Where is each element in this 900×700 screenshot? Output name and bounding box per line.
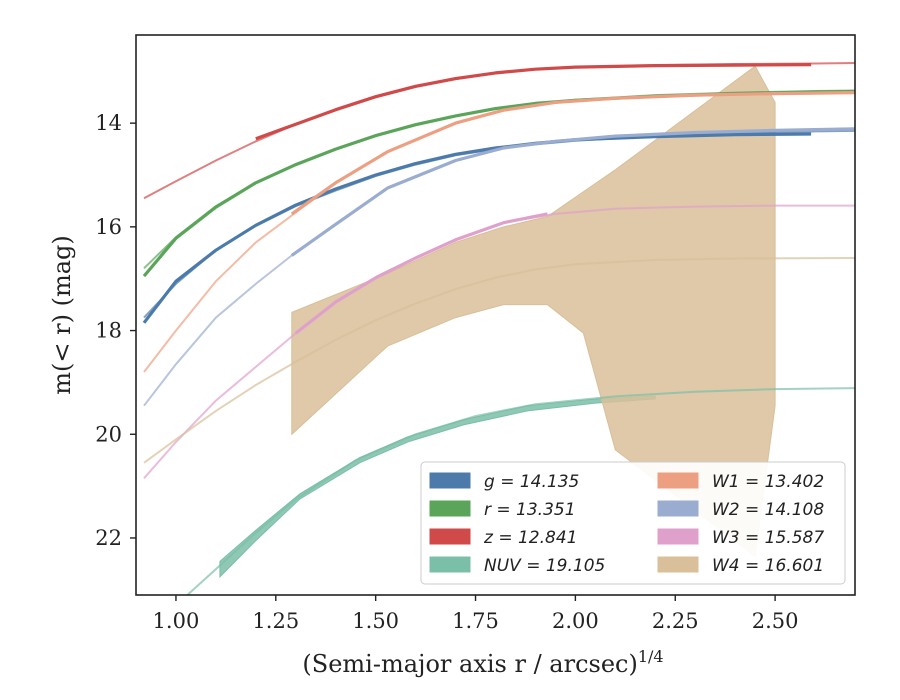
x-tick-label: 1.75 <box>452 609 499 633</box>
legend-box <box>420 461 846 585</box>
plot-area <box>142 62 855 595</box>
legend-swatch-w4 <box>657 556 699 573</box>
series-z-data-line <box>255 63 812 141</box>
legend-label-w2: W2 = 14.108 <box>712 500 824 520</box>
y-tick-label: 20 <box>95 422 122 446</box>
x-tick-label: 1.25 <box>252 609 299 633</box>
legend: g = 14.135 r = 13.351 z = 12.841 NUV = 19.1… <box>420 461 846 585</box>
legend-swatch-w3 <box>657 528 699 545</box>
legend-label-r: r = 13.351 <box>484 500 576 520</box>
series-w1-data-line <box>290 91 855 216</box>
x-axis-label: (Semi-major axis r / arcsec)1/4 <box>302 647 663 678</box>
legend-label-g: g = 14.135 <box>484 472 579 492</box>
legend-swatch-w2 <box>657 500 699 517</box>
y-axis-label: m(< r) (mag) <box>48 235 76 394</box>
x-tick-label: 1.00 <box>153 609 200 633</box>
legend-label-w1: W1 = 13.402 <box>712 472 824 492</box>
series-nuv-model-line <box>185 387 855 595</box>
legend-label-z: z = 12.841 <box>483 528 577 548</box>
y-tick-label: 18 <box>95 319 122 343</box>
legend-label-w3: W3 = 15.587 <box>712 528 824 548</box>
legend-label-w4: W4 = 16.601 <box>712 556 824 576</box>
y-tick-label: 22 <box>95 526 122 550</box>
series-w3-data-line <box>294 212 548 335</box>
legend-swatch-r <box>429 500 471 517</box>
legend-swatch-nuv <box>429 556 471 573</box>
legend-swatch-w1 <box>657 472 699 489</box>
x-tick-label: 2.00 <box>552 609 599 633</box>
y-tick-label: 14 <box>95 111 122 135</box>
plot-frame <box>135 34 856 596</box>
x-tick-label: 1.50 <box>352 609 399 633</box>
x-tick-label: 2.25 <box>652 609 699 633</box>
series-w2-data-line <box>290 127 855 257</box>
x-axis-label-superscript: 1/4 <box>638 647 664 666</box>
legend-label-nuv: NUV = 19.105 <box>484 556 605 576</box>
legend-swatch-z <box>429 528 471 545</box>
axis-ticks: 1.00 1.25 1.50 1.75 2.00 2.25 2.50 14 16 18 20 22 <box>95 111 798 633</box>
series-w4-model-line <box>143 257 855 464</box>
legend-swatch-g <box>429 472 471 489</box>
x-tick-label: 2.50 <box>752 609 799 633</box>
y-tick-label: 16 <box>95 215 122 239</box>
series-g-data-line <box>142 132 812 324</box>
